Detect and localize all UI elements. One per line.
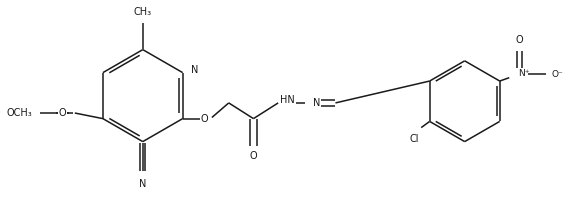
Text: N⁺: N⁺ bbox=[518, 69, 530, 78]
Text: O: O bbox=[515, 35, 523, 45]
Text: N: N bbox=[313, 98, 320, 108]
Text: Cl: Cl bbox=[409, 134, 419, 144]
Text: O: O bbox=[59, 108, 66, 118]
Text: CH₃: CH₃ bbox=[134, 7, 152, 17]
Text: N: N bbox=[190, 65, 198, 75]
Text: O: O bbox=[201, 114, 209, 124]
Text: O⁻: O⁻ bbox=[551, 70, 563, 79]
Text: HN: HN bbox=[280, 95, 295, 105]
Text: O: O bbox=[250, 151, 257, 161]
Text: N: N bbox=[139, 179, 146, 189]
Text: OCH₃: OCH₃ bbox=[7, 108, 32, 118]
